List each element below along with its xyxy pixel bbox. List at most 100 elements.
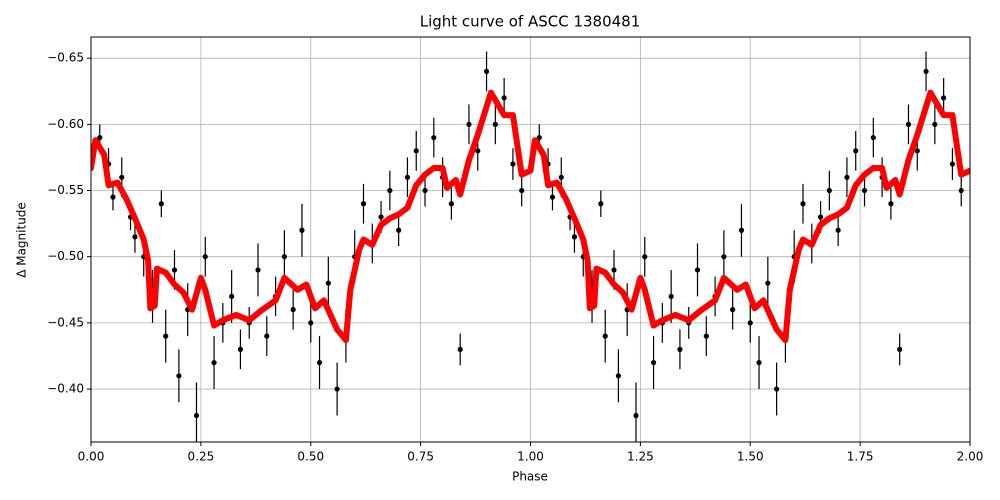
axes: 0.00 0.25 0.50 0.75 1.00 1.25 1.50 1.75 2.00 −0.6… [47,51,983,464]
data-point [747,320,753,326]
data-point [466,121,472,127]
data-point [861,187,868,194]
x-axis-label: Phase [512,470,548,484]
data-point [738,227,745,233]
data-point [281,254,287,260]
data-point [431,134,437,141]
data-point [378,214,384,220]
x-tick-label: 0.00 [78,450,105,464]
data-point [905,121,912,127]
data-point [308,320,314,326]
data-point [549,194,556,200]
data-point [941,95,947,101]
data-point [558,174,564,180]
data-point [290,307,296,313]
x-tick-label: 1.00 [517,450,544,464]
x-tick-label: 0.75 [407,450,434,464]
data-point [334,386,340,392]
data-point [571,234,578,240]
y-tick-label: −0.40 [47,382,84,396]
data-point [897,346,903,352]
data-point [835,227,841,233]
data-point [932,121,938,127]
y-tick-label: −0.45 [47,315,84,329]
chart-title: Light curve of ASCC 1380481 [420,13,641,31]
data-point [316,359,323,366]
data-point [844,174,850,180]
data-point [422,187,428,194]
data-point [519,187,525,194]
x-tick-label: 0.25 [188,450,215,464]
data-point [677,346,683,352]
data-point [457,346,463,352]
data-point [611,267,617,273]
data-point [132,234,138,240]
data-point [853,148,859,154]
grid [90,37,971,442]
data-point [870,134,876,141]
data-point [633,412,639,419]
data-point [826,187,832,194]
data-point [387,187,393,194]
data-point [721,254,727,260]
data-point [501,95,507,101]
data-point [923,68,929,75]
data-point [413,148,419,154]
data-point [536,134,542,141]
data-point [703,333,709,339]
data-point [119,174,125,180]
model-line [91,89,970,344]
data-point [483,68,490,75]
y-tick-label: −0.60 [47,117,84,131]
data-point [730,307,736,313]
data-point [800,201,806,207]
data-point [448,201,454,207]
y-tick-label: −0.50 [47,249,84,263]
x-tick-label: 1.75 [847,450,874,464]
data-point [176,373,182,379]
x-tick-label: 0.50 [297,450,324,464]
y-axis-label: Δ Magnitude [15,202,29,278]
y-tick-label: −0.55 [47,183,84,197]
data-point [299,227,305,233]
x-tick-label: 1.50 [737,450,764,464]
data-point [396,227,402,233]
data-point [237,346,244,352]
data-point [650,359,657,366]
data-point [510,161,516,167]
plot-area [91,51,970,442]
data-point [229,293,235,300]
data-point [888,201,894,207]
data-point [774,386,780,392]
data-point [492,121,498,127]
data-point [193,412,200,419]
data-point [255,267,261,273]
data-point [668,293,674,300]
data-point [97,134,103,141]
data-point [949,161,956,167]
x-tick-label: 2.00 [957,450,984,464]
data-point [264,333,270,339]
data-point [598,201,604,207]
data-point [615,373,622,379]
data-point [756,359,762,366]
data-point [202,254,208,260]
data-point [602,333,608,339]
data-point [163,333,169,339]
data-point [642,254,648,260]
data-point [817,214,824,220]
data-point [158,201,164,207]
data-point [171,267,178,273]
data-point [958,187,964,194]
data-point [914,148,920,154]
data-point [110,194,116,200]
data-point [765,280,771,286]
data-point [211,359,217,366]
y-tick-label: −0.65 [47,51,84,65]
data-point [360,201,367,207]
data-point [325,280,331,286]
data-point [694,267,701,273]
data-point [475,148,481,154]
data-point [404,174,411,180]
